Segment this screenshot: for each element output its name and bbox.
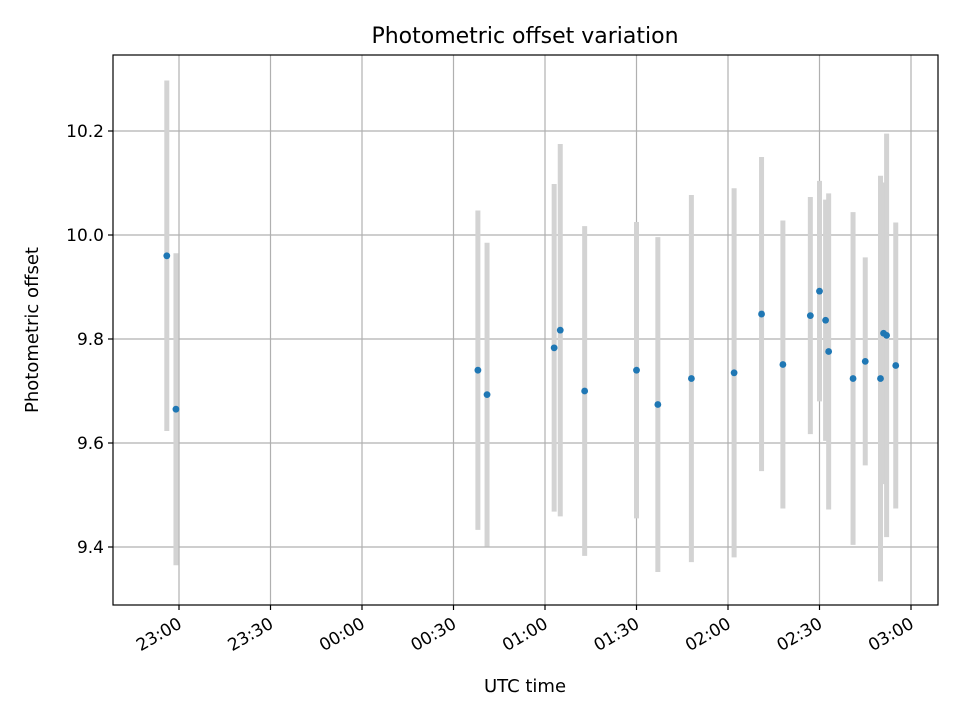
data-markers: [163, 252, 900, 413]
y-tick-label: 10.2: [66, 122, 104, 142]
x-tick-label: 03:00: [865, 614, 917, 656]
data-point: [883, 331, 890, 339]
y-tick-label: 9.6: [77, 434, 104, 454]
data-point: [892, 362, 900, 369]
data-point: [825, 348, 833, 355]
data-point: [633, 366, 640, 374]
data-point: [816, 287, 823, 295]
x-tick-label: 01:30: [591, 614, 643, 656]
grid-lines: [113, 55, 938, 605]
data-point: [861, 357, 869, 365]
y-tick-label: 10.0: [66, 226, 104, 246]
data-point: [550, 344, 558, 352]
data-point: [779, 361, 787, 368]
data-point: [581, 387, 589, 395]
chart-title: Photometric offset variation: [371, 24, 678, 49]
data-point: [849, 375, 857, 382]
data-point: [483, 391, 491, 399]
data-point: [556, 326, 564, 334]
x-axis-ticks: 23:00 23:30 00:00 00:30 01:00 01:30 02:00 02:30…: [133, 605, 918, 656]
error-bars: [164, 80, 899, 582]
x-tick-label: 02:30: [774, 614, 826, 656]
y-tick-label: 9.8: [77, 330, 104, 350]
x-tick-label: 02:00: [682, 614, 734, 656]
data-point: [822, 316, 829, 324]
x-tick-label: 01:00: [499, 614, 551, 656]
y-tick-label: 9.4: [77, 538, 104, 558]
data-point: [474, 366, 482, 374]
y-axis-ticks: 9.4 9.6 9.8 10.0 10.2: [66, 122, 113, 558]
x-tick-label: 00:00: [316, 614, 368, 656]
data-point: [163, 252, 171, 260]
y-axis-label: Photometric offset: [22, 247, 43, 413]
data-point: [877, 375, 884, 382]
data-point: [688, 375, 695, 382]
data-point: [730, 369, 738, 377]
x-tick-label: 23:00: [133, 614, 185, 656]
plot-frame: [112, 54, 939, 606]
data-point: [172, 405, 180, 413]
x-tick-label: 23:30: [225, 614, 277, 656]
data-point: [758, 310, 765, 318]
data-point: [654, 401, 662, 408]
x-axis-label: UTC time: [484, 676, 566, 697]
data-point: [806, 312, 814, 319]
x-tick-label: 00:30: [408, 614, 460, 656]
